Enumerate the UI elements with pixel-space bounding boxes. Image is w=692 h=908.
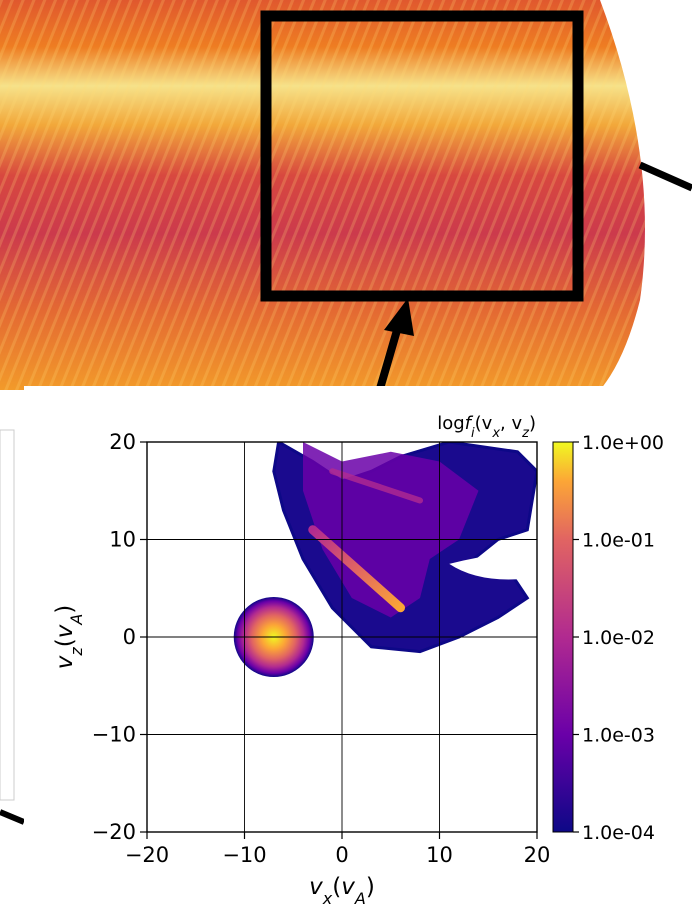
background-left-card xyxy=(0,429,15,801)
y-tick-label: −10 xyxy=(92,723,136,747)
y-tick-label: 20 xyxy=(109,430,136,454)
heatmap-layer xyxy=(233,442,537,677)
x-tick-label: 10 xyxy=(426,843,453,867)
x-tick-label: −20 xyxy=(125,843,169,867)
zoom-arrow-head xyxy=(384,298,414,336)
y-tick-label: 10 xyxy=(109,528,136,552)
colorbar-tick-label: 1.0e-03 xyxy=(582,725,655,747)
reflected-ion-arc xyxy=(308,525,405,613)
x-axis-title: vx(vA) xyxy=(309,874,375,904)
colorbar xyxy=(552,441,574,833)
colorbar-tick-label: 1.0e-04 xyxy=(582,822,655,844)
colorbar-tick-label: 1.0e+00 xyxy=(582,432,664,454)
x-tick-label: 20 xyxy=(524,843,551,867)
white-gap xyxy=(449,549,537,580)
background-line xyxy=(638,161,692,192)
y-tick-label: 0 xyxy=(123,625,136,649)
x-tick-label: 0 xyxy=(335,843,348,867)
colorbar-tick-label: 1.0e-02 xyxy=(582,627,655,649)
colorbar-tick-label: 1.0e-01 xyxy=(582,530,655,552)
reflected-ion-arc-upper xyxy=(329,468,423,504)
y-axis-title: vz(vA) xyxy=(52,605,86,670)
reflected-ion-inner xyxy=(303,442,479,618)
y-tick-label: −20 xyxy=(92,820,136,844)
zoom-box xyxy=(260,10,584,302)
distribution-chart: −20 −10 0 10 20 −20 −10 0 10 20 vx(vA) vz(vA) logfi(… xyxy=(52,413,664,904)
plot-area xyxy=(233,442,537,677)
distribution-inset: −20 −10 0 10 20 −20 −10 0 10 20 vx(vA) vz(vA) logfi(… xyxy=(24,386,692,904)
x-tick-label: −10 xyxy=(222,843,266,867)
plot-frame xyxy=(146,441,538,833)
plot-title: logfi(vx, vz) xyxy=(437,413,536,441)
